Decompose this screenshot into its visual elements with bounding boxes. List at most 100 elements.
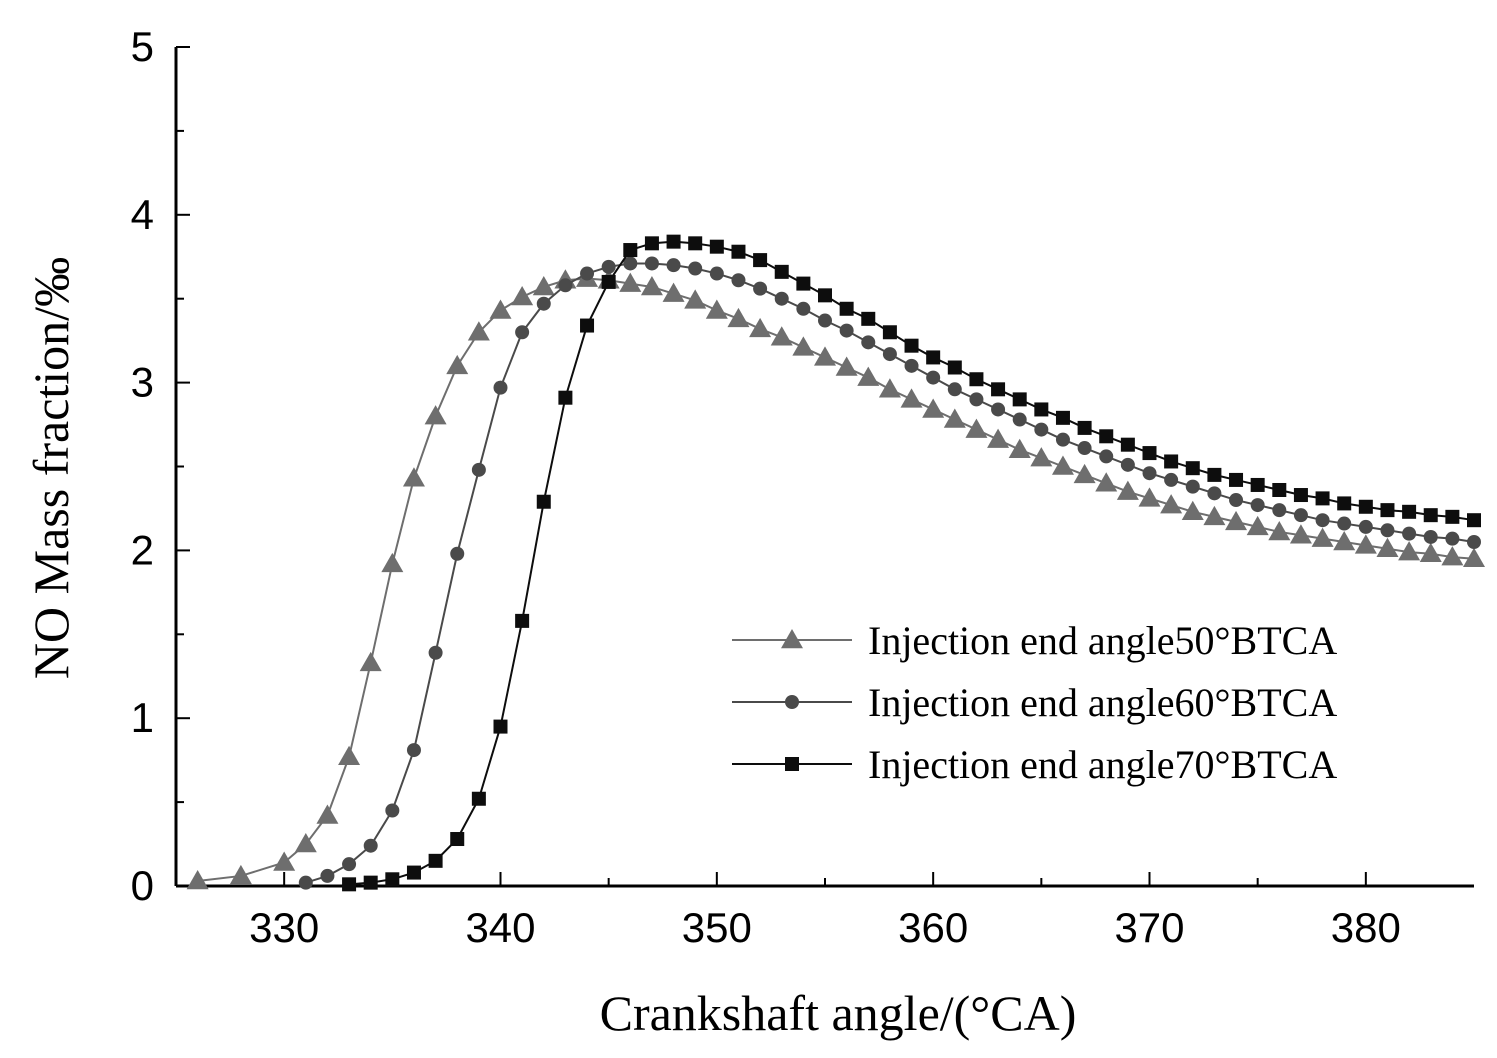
data-point [987, 428, 1010, 448]
x-tick-label: 330 [249, 904, 319, 951]
data-point [839, 301, 854, 316]
data-point [1077, 420, 1092, 435]
y-axis-title: NO Mass fraction/‰ [23, 257, 79, 679]
data-point [1311, 527, 1334, 547]
data-point [1185, 479, 1200, 494]
data-point [1116, 480, 1139, 500]
data-point [878, 378, 901, 398]
data-point [839, 323, 854, 338]
data-point [1164, 472, 1179, 487]
data-point [536, 296, 551, 311]
data-point [489, 299, 512, 319]
data-point [1120, 457, 1135, 472]
legend-item: Injection end angle70°BTCA [732, 742, 1337, 787]
data-point [922, 398, 945, 418]
x-tick-label: 370 [1114, 904, 1184, 951]
data-point [1380, 523, 1395, 538]
data-point [580, 318, 595, 333]
data-point [536, 494, 551, 509]
data-point [1289, 524, 1312, 544]
data-point [406, 865, 421, 880]
data-point [1268, 520, 1291, 541]
data-point [861, 311, 876, 326]
legend-marker [781, 629, 803, 649]
data-point [1315, 513, 1330, 528]
data-point [580, 266, 595, 281]
data-point [818, 288, 832, 303]
data-point [424, 405, 447, 425]
data-point [814, 346, 836, 366]
data-point [1012, 392, 1027, 407]
data-point [428, 645, 443, 660]
y-tick-label: 2 [131, 526, 154, 573]
legend-item: Injection end angle60°BTCA [732, 680, 1337, 725]
data-point [471, 462, 486, 477]
data-point [1229, 472, 1244, 487]
series-line [348, 240, 1475, 886]
data-point [1142, 466, 1157, 481]
y-ticks: 0 1 2 3 4 5 [131, 23, 190, 909]
data-point [731, 273, 746, 288]
y-tick-label: 5 [131, 23, 154, 70]
data-point [1012, 412, 1027, 427]
data-point [1398, 541, 1421, 561]
data-point [428, 853, 443, 868]
data-point [709, 239, 724, 254]
data-point [1229, 493, 1244, 508]
data-point [623, 243, 638, 258]
data-point [991, 402, 1006, 417]
data-point [1225, 510, 1248, 531]
data-point [882, 325, 897, 340]
data-point [749, 317, 772, 338]
data-point [1073, 463, 1096, 484]
data-point [1160, 494, 1183, 514]
x-ticks: 330 340 350 360 370 380 [249, 872, 1401, 951]
data-point [796, 276, 811, 291]
data-point [316, 804, 339, 824]
data-point [298, 875, 313, 890]
data-point [731, 244, 746, 259]
data-point [1445, 509, 1460, 524]
data-point [640, 275, 663, 296]
data-point [1423, 529, 1438, 544]
data-point [792, 336, 815, 356]
data-point [1423, 508, 1438, 523]
data-point [294, 833, 317, 853]
data-point [943, 408, 966, 428]
x-tick-label: 380 [1331, 904, 1401, 951]
data-point [666, 258, 681, 273]
data-point [1008, 438, 1031, 458]
data-point [1185, 461, 1200, 476]
data-point [904, 338, 919, 353]
legend-marker [785, 695, 799, 709]
data-point [947, 382, 962, 397]
data-point [385, 872, 400, 887]
x-tick-label: 350 [682, 904, 752, 951]
data-point [1099, 449, 1114, 464]
data-point [965, 418, 988, 438]
data-point [796, 301, 811, 316]
data-point [186, 869, 209, 890]
data-point [338, 745, 361, 766]
data-point [342, 877, 357, 892]
data-point [1138, 487, 1161, 507]
legend-label: Injection end angle50°BTCA [868, 618, 1337, 663]
data-point [493, 380, 508, 395]
data-point [688, 261, 703, 276]
data-point [926, 370, 941, 385]
series-line [197, 277, 1475, 882]
data-point [770, 326, 793, 346]
data-point [446, 354, 469, 375]
data-point [947, 360, 962, 375]
legend-label: Injection end angle70°BTCA [868, 742, 1337, 787]
data-point [926, 350, 941, 365]
data-point [1051, 455, 1074, 475]
data-point [363, 875, 378, 890]
data-point [1315, 491, 1330, 506]
data-point [1354, 534, 1377, 554]
data-point [1077, 441, 1092, 456]
data-point [818, 313, 832, 328]
legend: Injection end angle50°BTCA Injection end … [732, 618, 1337, 787]
data-point [1099, 429, 1114, 444]
